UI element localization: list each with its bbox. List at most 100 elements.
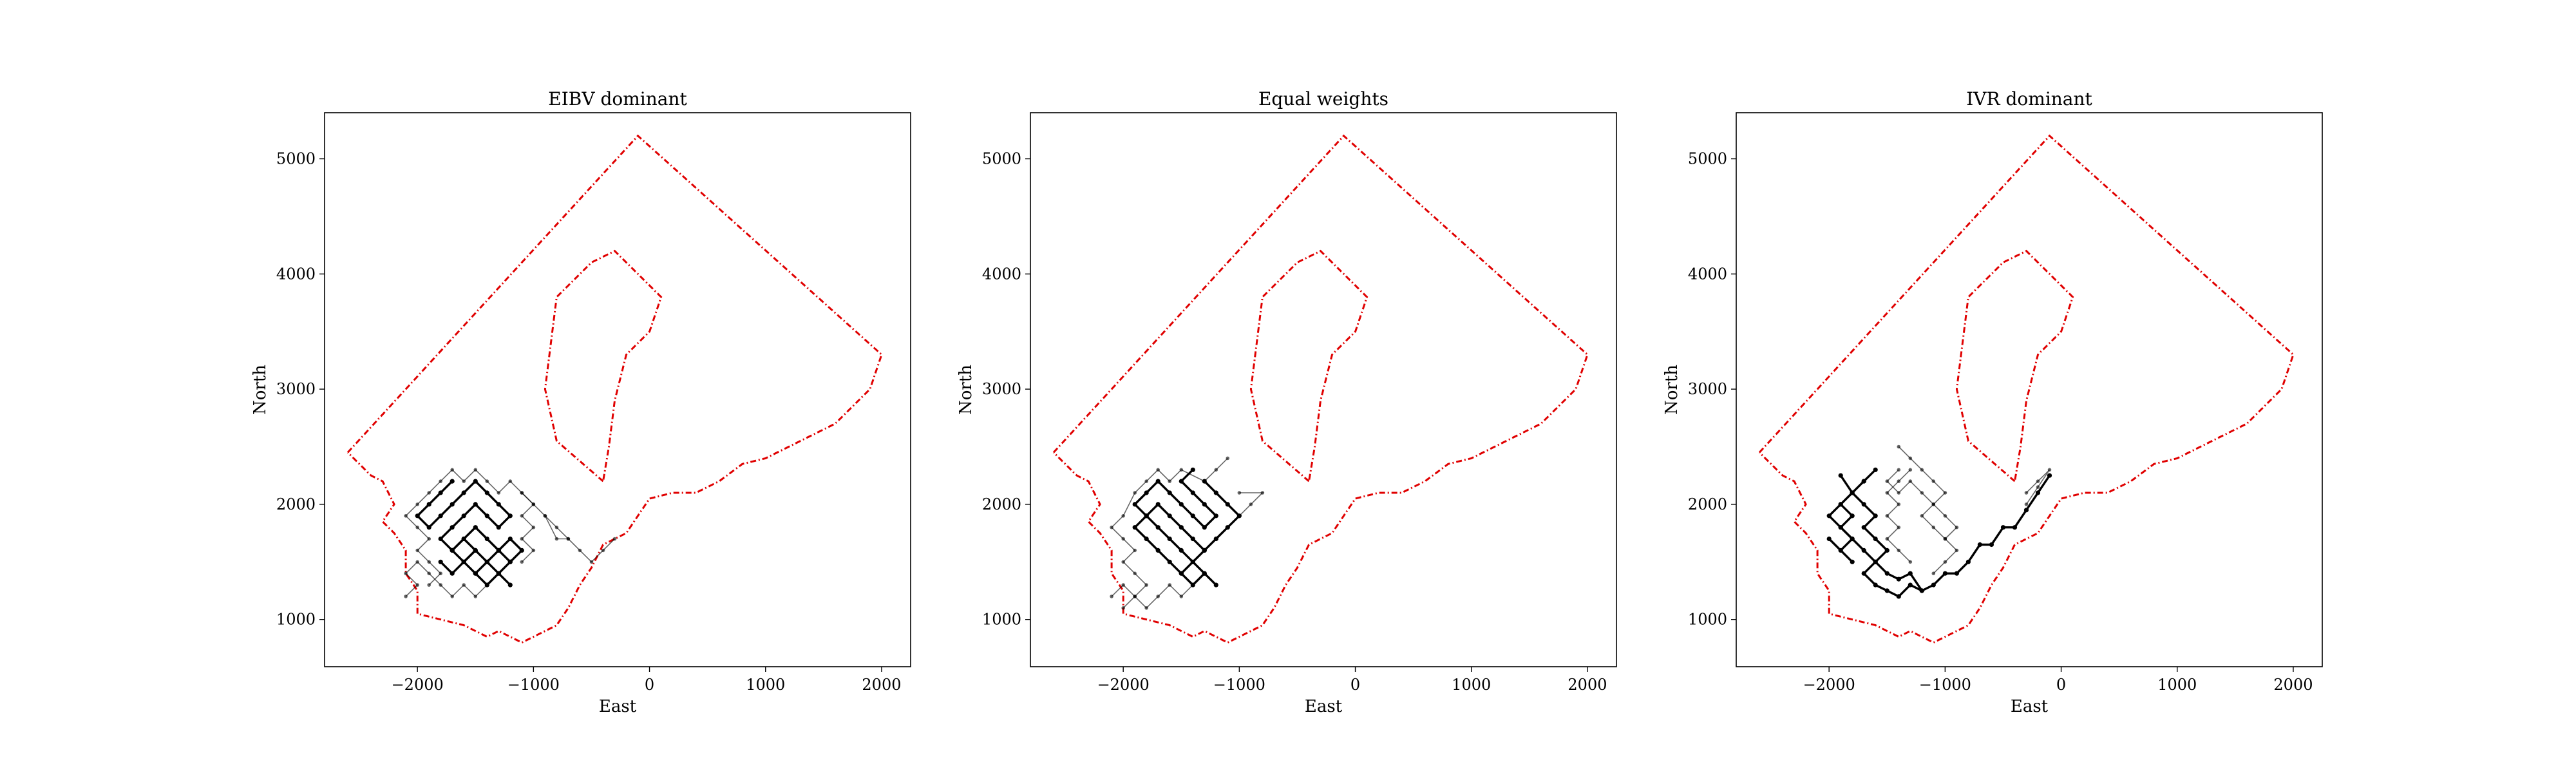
path-waypoint <box>1920 468 1924 472</box>
path-waypoint <box>2024 491 2029 495</box>
path-waypoint <box>1190 467 1195 472</box>
path-waypoint <box>473 548 478 553</box>
path-waypoint <box>1884 548 1889 553</box>
x-tick-label: −1000 <box>1919 676 1971 694</box>
path-waypoint <box>461 490 466 495</box>
path-waypoint <box>415 548 419 553</box>
path-waypoint <box>508 479 513 483</box>
y-tick-label: 2000 <box>276 495 316 513</box>
path-waypoint <box>1214 468 1218 472</box>
path-waypoint <box>1908 582 1913 587</box>
x-tick-label: 0 <box>2056 676 2066 694</box>
path-waypoint <box>484 513 489 519</box>
path-waypoint <box>426 525 431 530</box>
x-axis-label: East <box>1305 697 1343 716</box>
y-tick-label: 1000 <box>982 611 1021 629</box>
y-tick-label: 3000 <box>276 380 316 398</box>
path-waypoint <box>1965 559 1971 564</box>
path-waypoint <box>1838 473 1843 478</box>
path-waypoint <box>1873 582 1878 587</box>
y-axis-label: North <box>251 365 270 415</box>
path-waypoint <box>461 536 466 542</box>
path-waypoint <box>1861 502 1866 507</box>
x-axis-label: East <box>599 697 637 716</box>
path-waypoint <box>1133 491 1137 495</box>
path-waypoint <box>1202 479 1207 484</box>
x-tick-label: −2000 <box>1097 676 1150 694</box>
path-waypoint <box>427 571 431 575</box>
chart-title: EIBV dominant <box>548 88 687 110</box>
path-waypoint <box>462 479 466 483</box>
path-waypoint <box>1144 490 1149 495</box>
path-waypoint <box>1202 502 1207 507</box>
path-waypoint <box>450 479 455 484</box>
path-waypoint <box>1908 456 1913 461</box>
y-tick-label: 4000 <box>276 265 316 283</box>
x-tick-label: −1000 <box>1213 676 1265 694</box>
path-waypoint <box>1954 571 1959 576</box>
path-waypoint <box>485 479 489 483</box>
path-waypoint <box>1121 560 1125 564</box>
path-waypoint <box>450 595 454 598</box>
path-waypoint <box>1861 571 1866 576</box>
path-waypoint <box>1850 513 1855 519</box>
path-waypoint <box>1943 514 1947 518</box>
path-waypoint <box>1179 571 1184 576</box>
path-waypoint <box>1168 479 1171 483</box>
path-waypoint <box>520 514 524 518</box>
path-waypoint <box>566 537 571 541</box>
path-waypoint <box>427 583 431 587</box>
path-waypoint <box>1897 525 1901 530</box>
path-waypoint <box>438 536 443 542</box>
path-waypoint <box>438 513 443 519</box>
path-waypoint <box>1144 536 1149 542</box>
path-waypoint <box>1931 479 1936 483</box>
path-waypoint <box>1133 571 1137 575</box>
path-waypoint <box>1943 560 1947 564</box>
path-waypoint <box>520 537 524 541</box>
y-tick-label: 2000 <box>1688 495 1727 513</box>
path-waypoint <box>1931 582 1936 587</box>
y-tick-label: 3000 <box>1688 380 1727 398</box>
axes-frame <box>1030 112 1617 667</box>
path-waypoint <box>1249 502 1253 506</box>
path-waypoint <box>1133 548 1137 553</box>
y-axis-label: North <box>1662 365 1681 415</box>
path-waypoint <box>1850 490 1855 495</box>
path-waypoint <box>1885 479 1889 483</box>
path-line-light <box>404 561 488 598</box>
path-waypoint <box>520 491 524 495</box>
path-waypoint <box>1179 595 1184 598</box>
path-waypoint <box>1144 479 1148 483</box>
path-waypoint <box>473 571 478 576</box>
path-waypoint <box>415 513 420 519</box>
path-waypoint <box>1885 537 1889 541</box>
path-waypoint <box>2036 479 2040 483</box>
path-waypoint <box>439 571 442 575</box>
path-waypoint <box>497 491 501 495</box>
y-tick-label: 2000 <box>982 495 1021 513</box>
path-waypoint <box>1885 514 1889 518</box>
path-waypoint <box>1260 491 1265 495</box>
path-waypoint <box>2035 490 2041 495</box>
path-waypoint <box>1884 571 1889 576</box>
path-waypoint <box>461 559 466 564</box>
x-tick-label: 1000 <box>746 676 785 694</box>
path-waypoint <box>450 571 455 576</box>
path-waypoint <box>2000 525 2006 530</box>
path-waypoint <box>1897 444 1901 449</box>
path-waypoint <box>1202 548 1207 553</box>
path-waypoint <box>1168 583 1171 587</box>
path-waypoint <box>473 468 478 472</box>
path-waypoint <box>1920 514 1924 518</box>
path-waypoint <box>427 491 431 495</box>
path-waypoint <box>1897 479 1901 483</box>
path-waypoint <box>1167 536 1172 542</box>
path-waypoint <box>1179 468 1184 472</box>
outer-boundary-line <box>346 134 883 644</box>
path-waypoint <box>2024 502 2029 506</box>
path-waypoint <box>1213 490 1218 495</box>
path-waypoint <box>450 468 454 472</box>
path-waypoint <box>1838 502 1843 507</box>
x-tick-label: 2000 <box>862 676 901 694</box>
